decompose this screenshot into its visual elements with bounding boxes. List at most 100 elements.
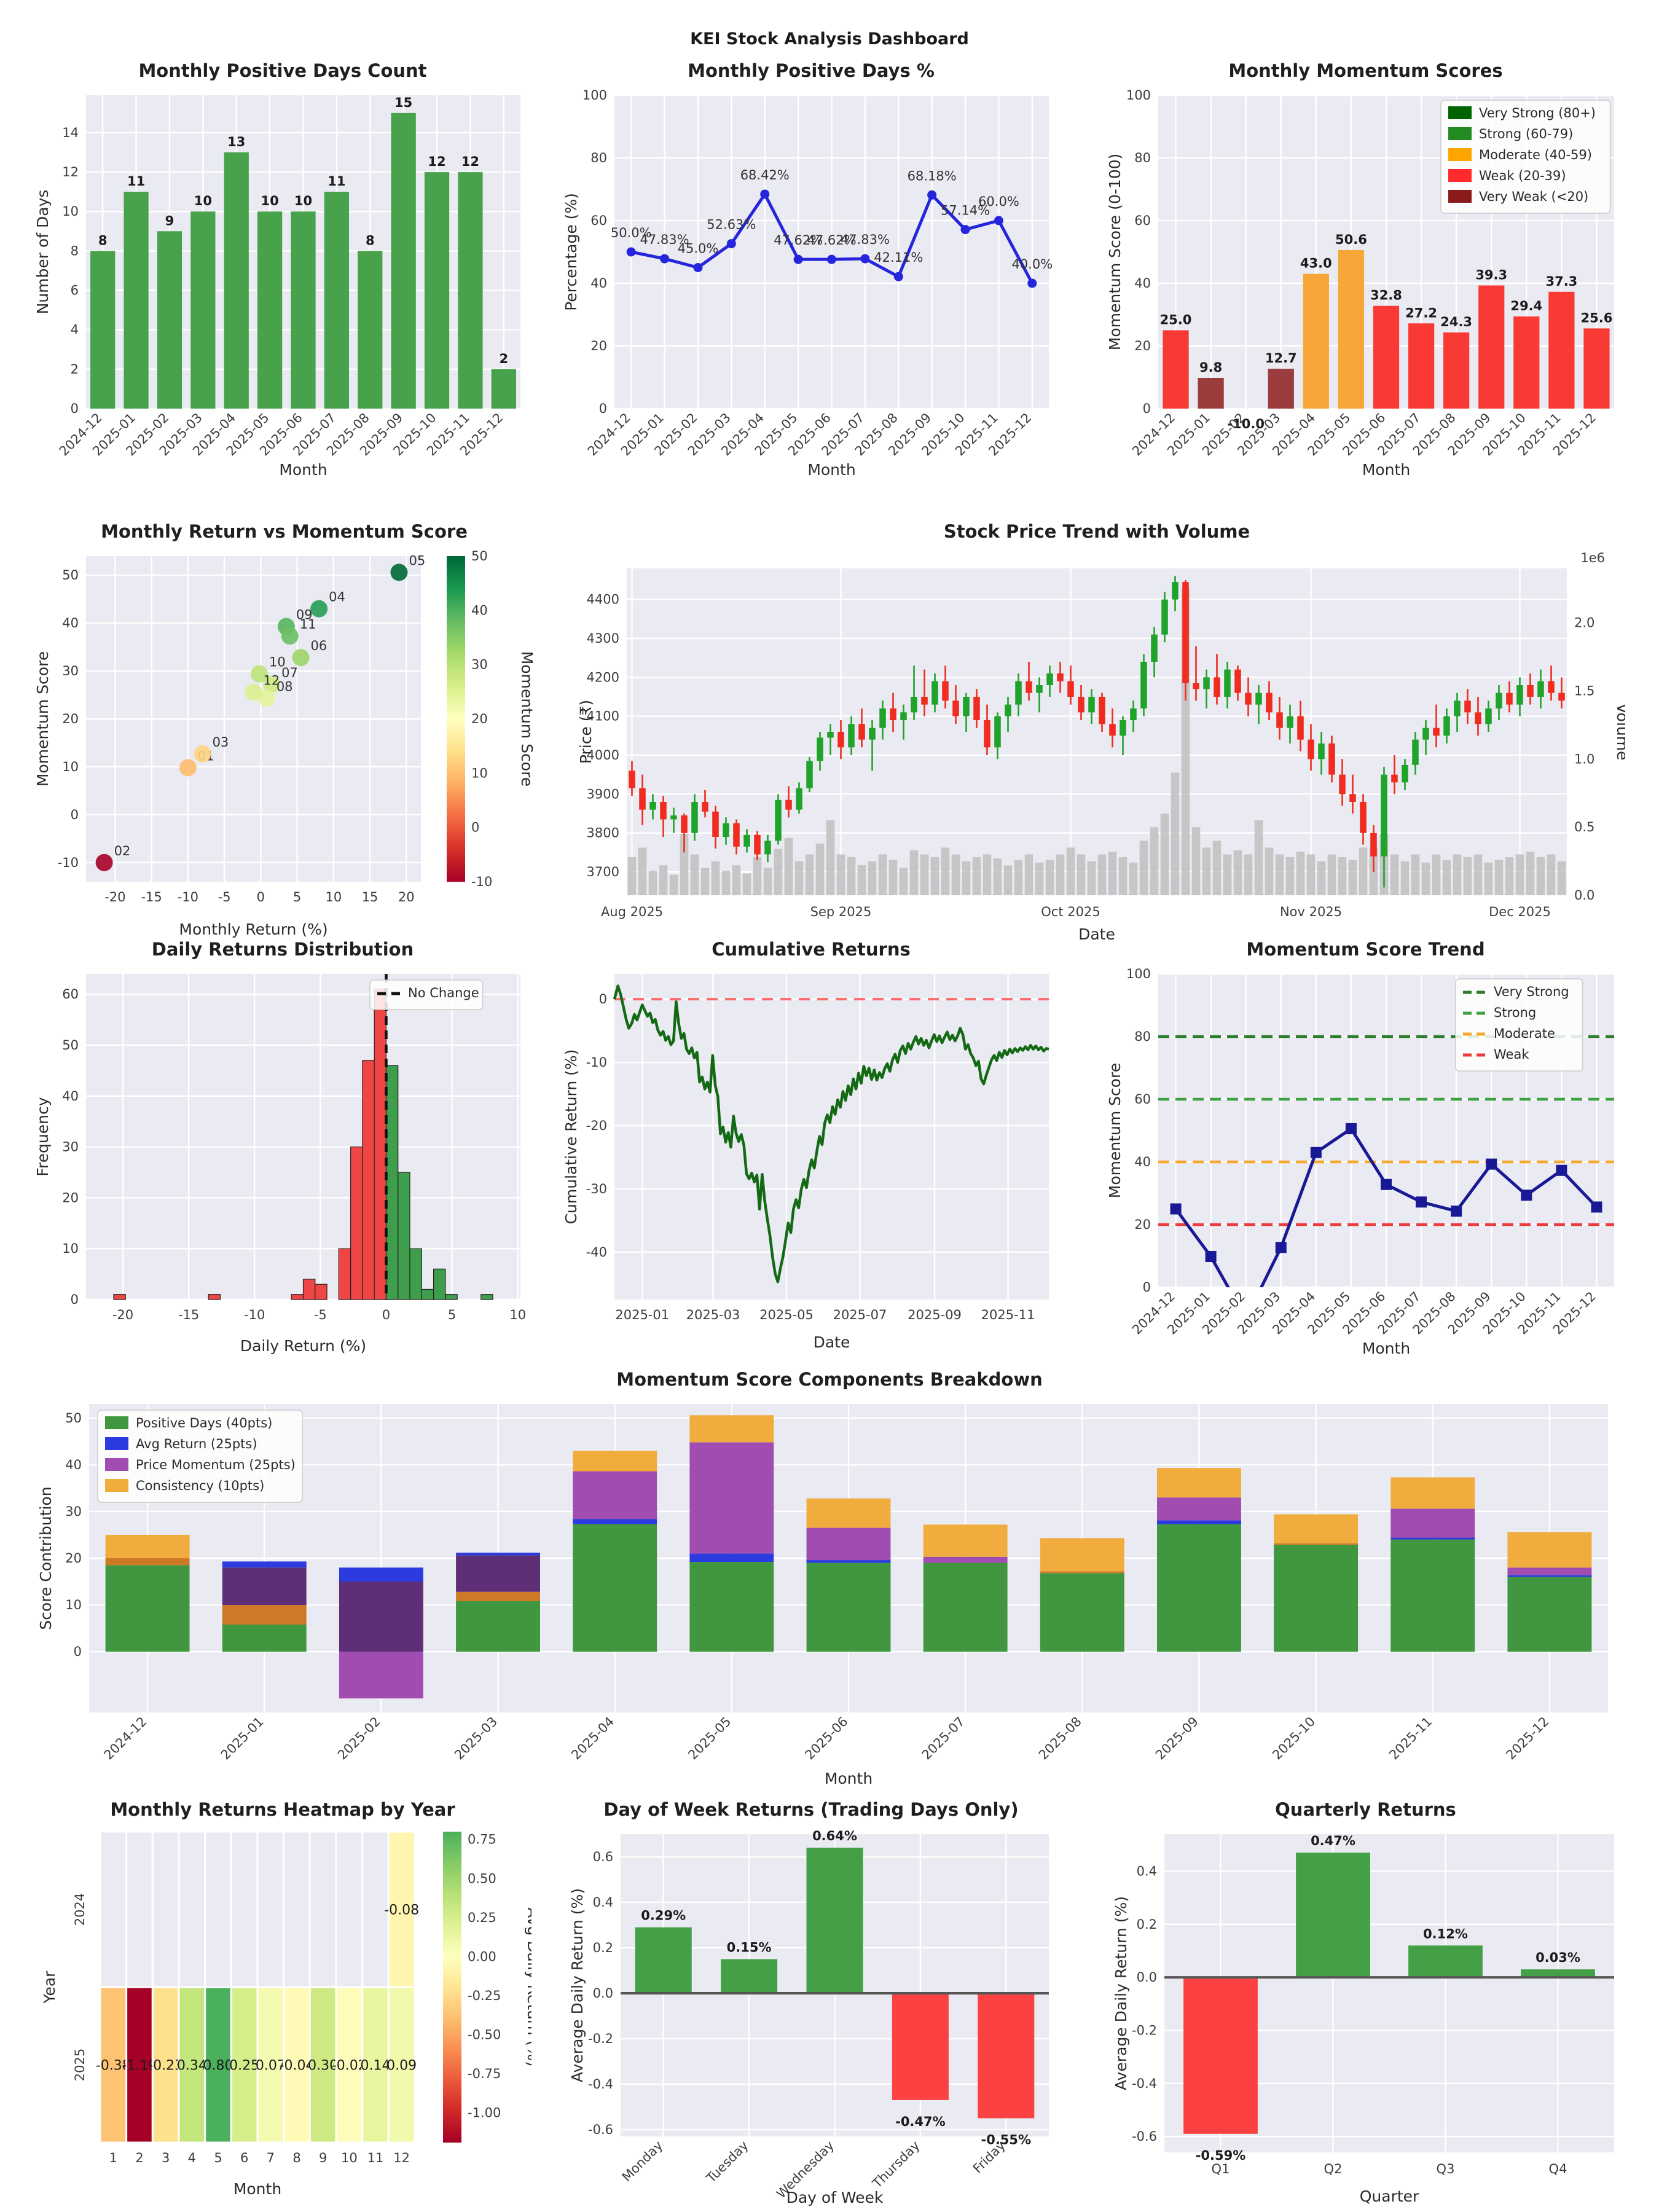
svg-text:-15: -15: [141, 890, 162, 904]
quarterly-returns-bar-chart: -0.59% 0.47% 0.12% 0.03% 0.4 0.2 0.0 -0.2 -0.4 -0…: [1112, 1834, 1614, 2205]
svg-text:0: 0: [382, 1308, 390, 1322]
svg-text:Frequency: Frequency: [34, 1097, 52, 1176]
svg-text:50: 50: [471, 549, 488, 563]
svg-text:-0.47%: -0.47%: [895, 2114, 946, 2129]
panel-returns-heatmap: Monthly Returns Heatmap by Year -0.08 -0.…: [34, 1797, 531, 2210]
svg-text:0.75: 0.75: [468, 1832, 496, 1847]
svg-text:100: 100: [1126, 967, 1151, 981]
svg-text:0: 0: [599, 992, 607, 1006]
chart-title-returns-heatmap: Monthly Returns Heatmap by Year: [110, 1799, 455, 1820]
chart-title-returns-hist: Daily Returns Distribution: [151, 939, 414, 960]
cumulative-returns-line: 0 -10 -20 -30 -40 2025-01 2025-03 2025-05 2025-0…: [562, 974, 1049, 1351]
svg-text:Weak (20-39): Weak (20-39): [1479, 168, 1566, 183]
svg-text:03: 03: [213, 735, 229, 750]
chart-title-quarterly-returns: Quarterly Returns: [1275, 1799, 1456, 1820]
svg-text:2025-03: 2025-03: [452, 1714, 500, 1763]
svg-text:80: 80: [590, 151, 607, 165]
chart-title-components: Momentum Score Components Breakdown: [616, 1369, 1043, 1390]
svg-text:8: 8: [366, 233, 375, 248]
svg-text:47.83%: 47.83%: [841, 232, 890, 247]
svg-text:Average Daily Return (%): Average Daily Return (%): [1112, 1896, 1130, 2090]
daily-returns-histogram: 0 10 20 30 40 50 60 -20 -15 -10 -5 0 5 10 Daily Return…: [34, 974, 526, 1355]
svg-text:57.14%: 57.14%: [941, 203, 990, 218]
panel-cumulative-returns: Cumulative Returns 0 -10 -20 -30 -40 2025-01 2…: [562, 937, 1060, 1361]
svg-text:50: 50: [62, 568, 79, 582]
svg-text:-10: -10: [244, 1308, 265, 1322]
svg-text:-20: -20: [586, 1118, 607, 1133]
svg-text:10: 10: [294, 194, 312, 208]
svg-text:20: 20: [62, 712, 79, 726]
svg-text:2024-12: 2024-12: [101, 1714, 150, 1763]
svg-text:Daily Return (%): Daily Return (%): [240, 1337, 366, 1355]
svg-text:0: 0: [1143, 401, 1151, 416]
svg-text:Strong (60-79): Strong (60-79): [1479, 127, 1573, 141]
svg-text:0.30: 0.30: [308, 2058, 338, 2074]
svg-text:47.62%: 47.62%: [807, 233, 856, 248]
svg-text:15: 15: [362, 890, 378, 904]
svg-text:20: 20: [590, 339, 607, 353]
svg-text:80: 80: [1134, 151, 1151, 165]
svg-text:37.3: 37.3: [1545, 274, 1577, 289]
svg-text:42.11%: 42.11%: [874, 250, 923, 265]
chart-title-positive-pct: Monthly Positive Days %: [688, 60, 935, 81]
svg-text:0.0: 0.0: [593, 1986, 613, 2001]
svg-text:0: 0: [471, 820, 479, 835]
svg-text:12: 12: [461, 154, 479, 169]
svg-text:20: 20: [62, 1190, 79, 1205]
svg-text:Consistency (10pts): Consistency (10pts): [136, 1478, 264, 1493]
svg-text:No Change: No Change: [408, 986, 479, 1000]
svg-text:-0.59%: -0.59%: [1196, 2148, 1246, 2163]
svg-text:2025-01: 2025-01: [218, 1714, 267, 1763]
svg-text:Avg Return (25pts): Avg Return (25pts): [136, 1437, 257, 1451]
chart-title-dow-returns: Day of Week Returns (Trading Days Only): [603, 1799, 1019, 1820]
svg-text:0: 0: [71, 401, 79, 416]
svg-text:Strong: Strong: [1494, 1005, 1536, 1020]
svg-text:Very Strong: Very Strong: [1494, 984, 1569, 999]
svg-text:Very Weak (<20): Very Weak (<20): [1479, 189, 1588, 204]
chart-title-momentum-scores: Monthly Momentum Scores: [1228, 60, 1503, 81]
panel-positive-days: Monthly Positive Days Count 8 11 9 10 13 10 10…: [34, 58, 531, 482]
svg-text:-0.2: -0.2: [588, 2031, 613, 2046]
svg-text:30: 30: [62, 664, 79, 678]
svg-text:Q3: Q3: [1437, 2162, 1455, 2176]
panel-momentum-scores: Monthly Momentum Scores 25.0 9.8 -10.0 12.7…: [1106, 58, 1625, 482]
svg-text:Momentum Score: Momentum Score: [1106, 1063, 1124, 1198]
svg-text:5: 5: [214, 2151, 222, 2165]
svg-text:8: 8: [292, 2151, 300, 2165]
svg-text:4300: 4300: [587, 631, 619, 646]
svg-text:-15: -15: [178, 1308, 199, 1322]
svg-text:Average Daily Return (%): Average Daily Return (%): [568, 1888, 586, 2082]
svg-text:07: 07: [281, 665, 298, 680]
svg-text:0.5: 0.5: [1574, 820, 1594, 834]
svg-text:2025-03: 2025-03: [686, 1308, 740, 1322]
svg-text:0.29%: 0.29%: [641, 1908, 686, 1923]
svg-text:12: 12: [428, 154, 445, 169]
svg-text:Monthly Return (%): Monthly Return (%): [179, 920, 327, 938]
svg-text:52.63%: 52.63%: [707, 218, 756, 232]
svg-text:10: 10: [62, 204, 79, 219]
svg-text:Q1: Q1: [1212, 2162, 1230, 2176]
svg-text:05: 05: [409, 554, 425, 568]
svg-text:Number of Days: Number of Days: [34, 190, 52, 315]
svg-text:2025-11: 2025-11: [981, 1308, 1035, 1322]
svg-text:Moderate: Moderate: [1494, 1026, 1555, 1041]
svg-text:0.03%: 0.03%: [1535, 1950, 1580, 1965]
svg-text:14: 14: [62, 125, 79, 140]
svg-text:1: 1: [109, 2151, 117, 2165]
svg-text:40: 40: [1134, 1155, 1151, 1169]
svg-text:10: 10: [269, 655, 286, 670]
svg-text:Date: Date: [814, 1333, 850, 1351]
svg-text:0.12%: 0.12%: [1423, 1926, 1468, 1941]
svg-text:0.07: 0.07: [256, 2058, 286, 2074]
svg-text:4: 4: [188, 2151, 196, 2165]
svg-text:20: 20: [65, 1551, 82, 1566]
svg-text:Very Strong (80+): Very Strong (80+): [1479, 106, 1596, 120]
svg-text:0.25: 0.25: [229, 2058, 259, 2074]
svg-text:0.6: 0.6: [593, 1849, 613, 1864]
svg-text:40.0%: 40.0%: [1011, 257, 1053, 272]
svg-text:Year: Year: [41, 1971, 58, 2004]
svg-text:-0.6: -0.6: [588, 2122, 613, 2137]
svg-text:2024: 2024: [73, 1893, 87, 1926]
positive-pct-line-chart: 50.0%47.83%45.0%52.63%68.42%47.62%47.62%…: [562, 88, 1053, 479]
